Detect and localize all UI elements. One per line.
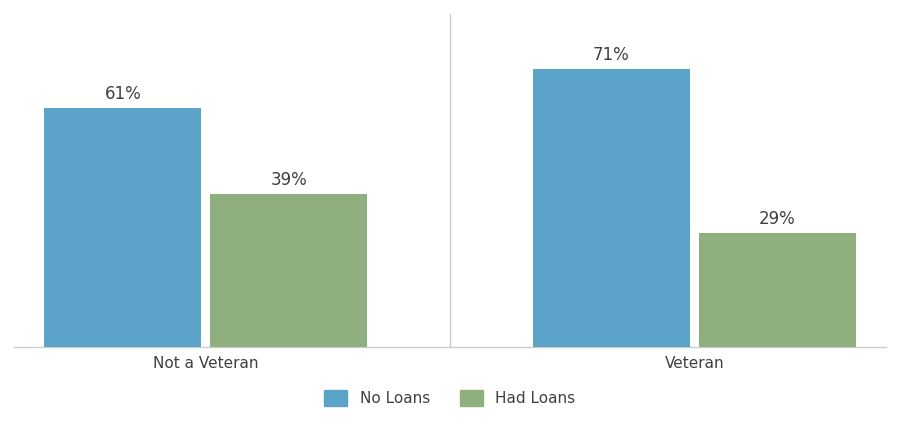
Bar [533, 69, 690, 347]
Bar [44, 108, 202, 347]
Bar [210, 194, 367, 347]
Text: 29%: 29% [759, 210, 796, 229]
Text: 61%: 61% [104, 85, 141, 103]
Text: 39%: 39% [270, 171, 307, 189]
Bar [698, 233, 856, 347]
Legend: No Loans, Had Loans: No Loans, Had Loans [319, 384, 581, 412]
Text: 71%: 71% [593, 46, 630, 64]
